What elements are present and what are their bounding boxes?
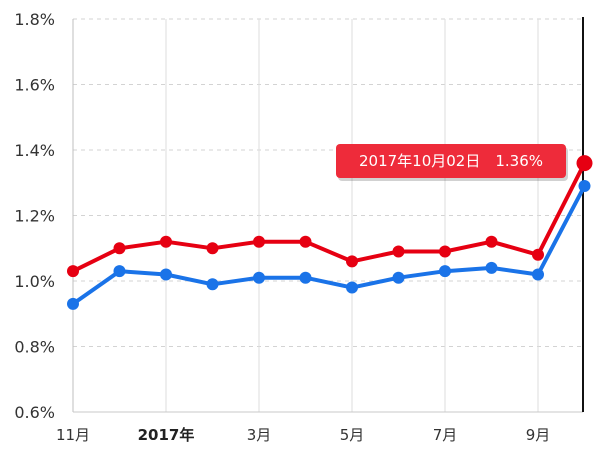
x-tick-label: 5月	[340, 426, 365, 444]
data-point-blue[interactable]	[532, 268, 544, 281]
grid-layer	[73, 18, 583, 412]
x-tick-label: 11月	[56, 426, 90, 444]
x-tick-label: 2017年	[138, 426, 195, 444]
data-point-blue[interactable]	[206, 278, 219, 291]
y-tick-label: 1.4%	[14, 141, 55, 160]
tooltip-box	[336, 144, 566, 178]
tooltip: 2017年10月02日 1.36%	[336, 144, 568, 181]
data-point-red[interactable]	[113, 242, 126, 255]
data-point-blue[interactable]	[392, 271, 405, 284]
y-tick-label: 1.0%	[14, 272, 55, 291]
y-tick-label: 1.2%	[14, 207, 55, 226]
series-line-red	[72, 162, 587, 273]
axis-layer: 0.6% 0.8% 1.0% 1.2% 1.4% 1.6% 1.8% 11月 2017年 3月 5月…	[14, 10, 584, 444]
series-blue	[67, 180, 591, 310]
data-point-red[interactable]	[485, 235, 498, 248]
data-point-blue[interactable]	[578, 180, 591, 193]
data-point-blue[interactable]	[346, 281, 358, 294]
x-tick-label: 3月	[247, 426, 272, 444]
data-point-blue[interactable]	[113, 265, 126, 278]
data-point-red[interactable]	[576, 155, 593, 172]
data-point-red[interactable]	[439, 245, 451, 258]
data-point-blue[interactable]	[160, 268, 172, 281]
data-point-red[interactable]	[532, 248, 544, 261]
data-point-blue[interactable]	[485, 261, 498, 274]
data-point-red[interactable]	[299, 235, 312, 248]
tooltip-text: 2017年10月02日 1.36%	[359, 152, 543, 170]
y-tick-label: 1.6%	[14, 76, 55, 95]
data-point-red[interactable]	[253, 235, 265, 248]
data-point-red[interactable]	[67, 265, 79, 278]
series-layer	[67, 155, 593, 310]
data-point-blue[interactable]	[67, 297, 79, 310]
series-line-blue	[71, 185, 587, 306]
x-tick-label: 9月	[526, 426, 551, 444]
data-point-red[interactable]	[206, 242, 219, 255]
data-point-blue[interactable]	[253, 271, 265, 284]
data-point-blue[interactable]	[439, 265, 451, 278]
data-point-red[interactable]	[160, 235, 172, 248]
data-point-blue[interactable]	[299, 271, 312, 284]
series-red	[67, 155, 593, 278]
y-tick-label: 1.8%	[14, 10, 55, 29]
data-point-red[interactable]	[392, 245, 405, 258]
y-tick-label: 0.6%	[14, 403, 55, 422]
x-tick-label: 7月	[433, 426, 458, 444]
y-tick-label: 0.8%	[14, 338, 55, 357]
data-point-red[interactable]	[346, 255, 358, 268]
